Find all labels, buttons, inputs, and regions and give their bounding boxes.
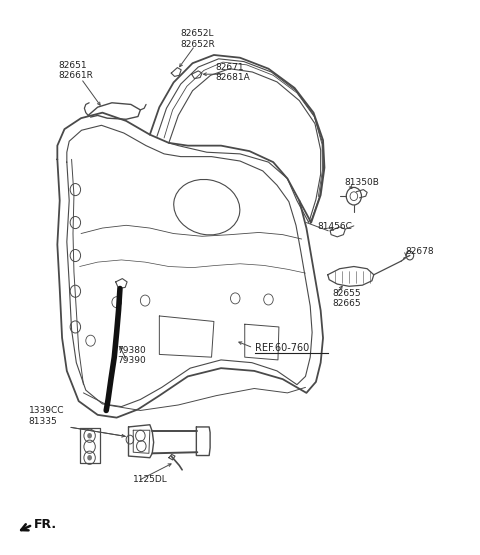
Text: 82671
82681A: 82671 82681A	[216, 63, 250, 82]
Text: 82652L
82652R: 82652L 82652R	[180, 29, 216, 49]
Circle shape	[87, 455, 92, 461]
Text: 81456C: 81456C	[318, 222, 353, 231]
Text: 1125DL: 1125DL	[133, 475, 168, 483]
Circle shape	[87, 433, 92, 438]
Text: 82651
82661R: 82651 82661R	[59, 60, 94, 80]
Text: 1339CC
81335: 1339CC 81335	[29, 406, 64, 426]
Text: 81350B: 81350B	[344, 179, 379, 188]
Text: 79380
79390: 79380 79390	[118, 346, 146, 365]
Text: REF.60-760: REF.60-760	[255, 343, 310, 353]
Text: 82678: 82678	[405, 246, 434, 256]
Text: FR.: FR.	[34, 518, 57, 531]
Text: 82655
82665: 82655 82665	[332, 289, 360, 308]
